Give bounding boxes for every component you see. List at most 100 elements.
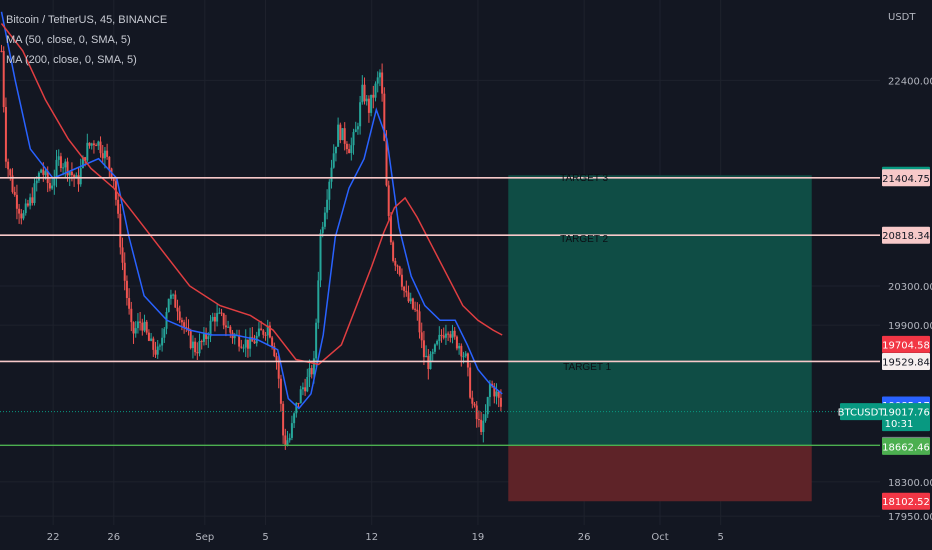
candle-body-38	[84, 157, 87, 161]
candle-body-93	[205, 333, 208, 339]
candle-body-146	[321, 226, 324, 234]
candle-body-150	[330, 167, 333, 182]
candle-body-211	[464, 353, 467, 357]
candle-body-199	[438, 334, 441, 341]
candle-body-45	[99, 141, 102, 154]
candle-body-22	[48, 183, 51, 189]
candle-body-40	[88, 142, 91, 146]
stop-loss-zone	[508, 445, 812, 502]
candle-body-42	[92, 143, 95, 146]
candle-body-67	[147, 332, 150, 341]
price-tag-label-3: 19704.58	[882, 340, 930, 351]
candle-body-154	[339, 124, 342, 141]
target-label-2: TARGET 2	[560, 234, 608, 245]
candle-body-217	[477, 419, 480, 421]
candle-body-97	[213, 316, 216, 322]
candle-body-165	[363, 84, 366, 102]
candle-body-212	[466, 353, 469, 368]
candle-body-55	[121, 247, 124, 263]
y-tick-0: 22400.00	[888, 76, 932, 87]
price-tag-3: 19704.58	[882, 335, 930, 353]
candle-body-58	[128, 298, 131, 309]
candle-body-117	[257, 328, 260, 336]
candle-body-197	[433, 344, 436, 352]
price-tag-sub-6: 10:31	[885, 419, 914, 430]
symbol-title[interactable]: Bitcoin / TetherUS, 45, BINANCE	[6, 14, 168, 26]
candle-body-11	[24, 203, 27, 214]
candle-body-162	[356, 126, 359, 130]
candle-body-88	[194, 341, 197, 353]
candle-body-112	[246, 339, 249, 349]
price-tag-bg-6	[882, 403, 930, 432]
candle-body-104	[229, 326, 232, 333]
candle-body-79	[174, 294, 177, 308]
candle-body-156	[343, 128, 346, 144]
currency-label: USDT	[888, 12, 916, 23]
candle-body-209	[460, 345, 463, 357]
price-tag-8: 18662.46	[882, 437, 930, 455]
candle-body-190	[418, 311, 421, 333]
candle-body-220	[484, 414, 487, 421]
candle-body-10	[22, 213, 25, 219]
x-tick-0: 22	[47, 532, 60, 543]
candle-body-66	[145, 321, 148, 333]
candle-body-144	[317, 280, 320, 323]
candle-body-174	[383, 93, 386, 141]
candle-body-96	[211, 316, 214, 321]
price-tag-label-2: 20818.34	[882, 231, 930, 242]
candle-body-129	[284, 435, 287, 446]
candle-body-204	[449, 334, 452, 338]
ma50-label[interactable]: MA (50, close, 0, SMA, 5)	[6, 34, 131, 46]
candle-body-180	[396, 265, 399, 267]
candle-body-92	[202, 333, 205, 342]
candle-body-37	[81, 157, 84, 169]
candle-body-86	[189, 331, 192, 349]
candle-body-103	[227, 326, 230, 328]
ma200-label[interactable]: MA (200, close, 0, SMA, 5)	[6, 54, 137, 66]
candle-body-46	[101, 153, 104, 159]
candle-body-95	[209, 320, 212, 337]
x-tick-4: 12	[365, 532, 378, 543]
candle-body-118	[260, 328, 263, 331]
candle-body-32	[70, 171, 73, 176]
candle-body-124	[273, 346, 276, 357]
price-tag-9: 18102.52	[882, 492, 930, 510]
candle-body-13	[29, 197, 32, 206]
candle-body-99	[218, 312, 221, 314]
take-profit-zone	[508, 175, 812, 446]
symbol-tag: BTCUSDT	[838, 403, 886, 421]
candle-body-182	[400, 274, 403, 287]
candle-body-89	[196, 352, 199, 354]
price-tag-label-9: 18102.52	[882, 497, 930, 508]
candle-body-155	[341, 128, 344, 141]
price-tag-bg-3	[882, 335, 930, 353]
candle-body-49	[108, 156, 111, 169]
candle-body-140	[308, 368, 311, 378]
target-label-1: TARGET 3	[560, 173, 608, 184]
candle-body-179	[394, 260, 397, 266]
candle-body-100	[220, 312, 223, 314]
y-tick-3: 18300.00	[888, 478, 932, 489]
candle-body-98	[216, 313, 219, 322]
candle-body-226	[497, 391, 500, 398]
candle-body-15	[33, 183, 36, 203]
candle-body-164	[361, 84, 364, 103]
candle-body-194	[427, 355, 430, 369]
x-tick-6: 26	[578, 532, 591, 543]
candle-body-221	[486, 397, 489, 415]
price-tag-4: 19529.84	[882, 352, 930, 370]
candle-body-61	[134, 328, 137, 334]
price-tag-label-4: 19529.84	[882, 357, 930, 368]
candle-body-24	[53, 177, 56, 186]
candle-body-141	[310, 368, 313, 375]
chart-legend: Bitcoin / TetherUS, 45, BINANCE MA (50, …	[6, 10, 167, 70]
candle-body-81	[178, 311, 181, 321]
symbol-tag-label: BTCUSDT	[838, 408, 886, 419]
candle-body-53	[117, 199, 120, 214]
candle-body-59	[130, 308, 133, 323]
candle-body-208	[458, 345, 461, 349]
candle-body-176	[387, 185, 390, 216]
candle-body-148	[326, 199, 329, 213]
price-tag-label-8: 18662.46	[882, 442, 930, 453]
